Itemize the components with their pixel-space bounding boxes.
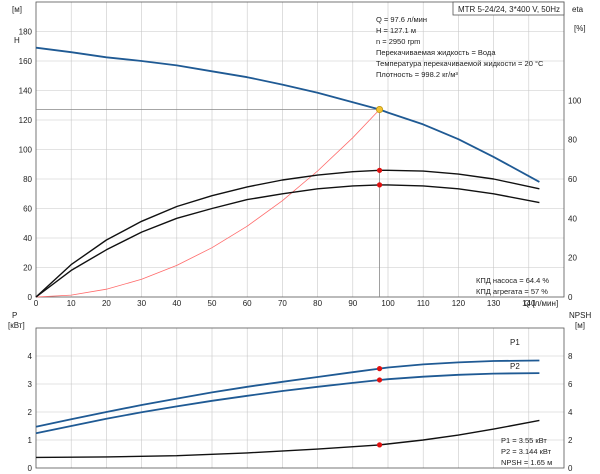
info-head: H = 127.1 м: [376, 26, 416, 35]
x-axis-label: Q [л/мин]: [524, 299, 558, 308]
left-tick-label: 2: [28, 408, 33, 417]
top-panel: MTR 5-24/24, 3*400 V, 50Hz [м] H eta [%]…: [12, 1, 586, 309]
x-tick-label: 70: [278, 299, 287, 308]
x-tick-label: 10: [67, 299, 76, 308]
info-unit-efficiency: КПД агрегата = 57 %: [476, 287, 548, 296]
p1-curve-label: P1: [510, 338, 520, 347]
left-tick-label: 60: [23, 205, 32, 214]
info-p2: P2 = 3.144 кВт: [501, 447, 552, 456]
top-ticks: 0 20 40 60 80 100 120 140 160 180 0 20 40 60 80 100 0 10 2…: [19, 28, 582, 309]
left-tick-label: 0: [28, 293, 33, 302]
marker-кпд-агрегата: [376, 182, 383, 188]
marker-p2: [376, 377, 383, 383]
marker-npsh: [376, 442, 383, 448]
right-tick-label: 8: [568, 352, 573, 361]
right-tick-label: 2: [568, 436, 573, 445]
x-tick-label: 80: [313, 299, 322, 308]
right-tick-label: 6: [568, 380, 573, 389]
top-plot-frame: [35, 1, 565, 298]
left-tick-label: 100: [19, 146, 33, 155]
top-right-axis-unit: [%]: [574, 24, 586, 33]
bottom-curves: [35, 359, 540, 459]
series-кпд-насоса-line: [35, 169, 540, 298]
bottom-grid: [36, 328, 564, 468]
top-grid: [36, 2, 564, 297]
top-left-axis-unit: [м]: [12, 5, 22, 14]
left-tick-label: 160: [19, 57, 33, 66]
pump-label: MTR 5-24/24, 3*400 V, 50Hz: [458, 5, 560, 14]
info-density: Плотность = 998.2 кг/м³: [376, 70, 458, 79]
left-tick-label: 0: [28, 464, 33, 473]
top-right-axis-name: eta: [572, 5, 584, 14]
info-pump-efficiency: КПД насоса = 64.4 %: [476, 276, 549, 285]
bottom-left-axis-unit: [кВт]: [8, 321, 25, 330]
x-tick-label: 0: [34, 299, 39, 308]
bottom-right-axis-name: NPSH: [569, 311, 591, 320]
right-tick-label: 100: [568, 96, 582, 105]
right-tick-label: 4: [568, 408, 573, 417]
marker-кпд-насоса: [376, 167, 383, 173]
pump-label-box: [452, 1, 565, 16]
left-tick-label: 3: [28, 380, 33, 389]
x-tick-label: 100: [381, 299, 395, 308]
info-temperature: Температура перекачиваемой жидкости = 20…: [376, 59, 544, 68]
left-tick-label: 20: [23, 264, 32, 273]
series-h-line: [35, 46, 540, 183]
series-npsh-line: [35, 419, 540, 459]
info-speed: n = 2950 rpm: [376, 37, 420, 46]
bottom-right-axis-unit: [м]: [575, 321, 585, 330]
series-кпд-агрегата-line: [35, 184, 540, 298]
power-info: P1 = 3.55 кВт P2 = 3.144 кВт NPSH = 1.65…: [501, 436, 552, 467]
left-tick-label: 140: [19, 87, 33, 96]
x-tick-label: 60: [243, 299, 252, 308]
left-tick-label: 40: [23, 234, 32, 243]
right-tick-label: 20: [568, 254, 577, 263]
right-tick-label: 80: [568, 136, 577, 145]
bottom-left-axis-name: P: [12, 311, 17, 320]
left-tick-label: 180: [19, 28, 33, 37]
x-tick-label: 20: [102, 299, 111, 308]
info-p1: P1 = 3.55 кВт: [501, 436, 547, 445]
right-tick-label: 0: [568, 293, 573, 302]
duty-info: Q = 97.6 л/мин H = 127.1 м n = 2950 rpm …: [376, 15, 544, 79]
info-flow: Q = 97.6 л/мин: [376, 15, 427, 24]
x-tick-label: 140: [522, 299, 536, 308]
info-npsh: NPSH = 1.65 м: [501, 458, 552, 467]
left-tick-label: 4: [28, 352, 33, 361]
series-p2-line: [35, 372, 540, 435]
left-tick-label: 80: [23, 175, 32, 184]
x-tick-label: 110: [417, 299, 430, 308]
x-tick-label: 40: [172, 299, 181, 308]
top-curves: [35, 46, 540, 298]
left-tick-label: 1: [28, 436, 33, 445]
duty-point-marker: [376, 106, 384, 114]
x-tick-label: 120: [452, 299, 466, 308]
top-left-axis-name: H: [14, 36, 20, 45]
right-tick-label: 0: [568, 464, 573, 473]
info-liquid: Перекачиваемая жидкость = Вода: [376, 48, 496, 57]
p2-curve-label: P2: [510, 362, 520, 371]
series-h-system-line: [35, 109, 380, 298]
right-tick-label: 60: [568, 175, 577, 184]
x-tick-label: 90: [348, 299, 357, 308]
right-tick-label: 40: [568, 214, 577, 223]
bottom-panel: P [кВт] NPSH [м] P1 P2 P1 = 3.55 кВт P2 …: [8, 311, 591, 473]
bottom-plot-frame: [35, 327, 565, 469]
bottom-ticks: 0 1 2 3 4 0 2 4 6 8: [28, 352, 573, 473]
x-tick-label: 130: [487, 299, 501, 308]
x-tick-label: 30: [137, 299, 146, 308]
series-p1-line: [35, 359, 540, 428]
marker-p1: [376, 366, 383, 372]
left-tick-label: 120: [19, 116, 33, 125]
x-tick-label: 50: [208, 299, 217, 308]
